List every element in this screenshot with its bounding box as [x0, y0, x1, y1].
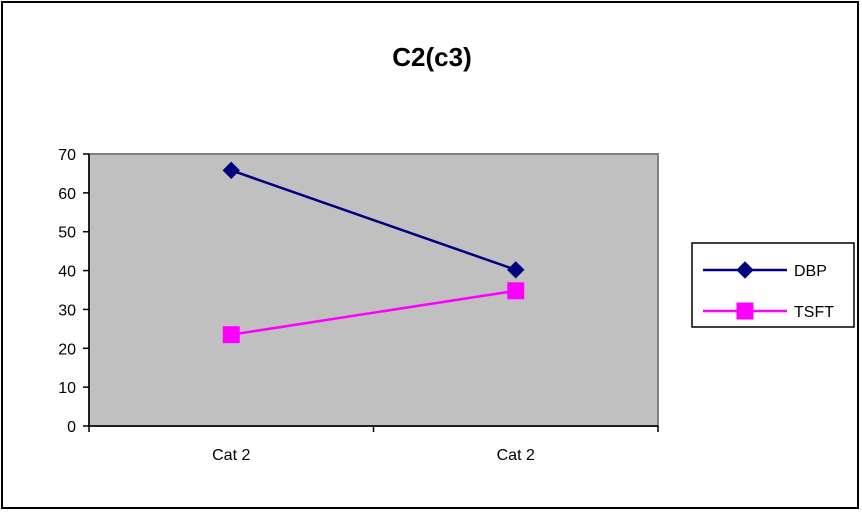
y-tick-label: 60 — [58, 186, 76, 203]
chart-title: C2(c3) — [392, 42, 471, 72]
legend: DBP TSFT — [691, 242, 855, 328]
data-point-tsft — [222, 326, 240, 344]
y-tick-label: 30 — [58, 302, 76, 319]
data-point-dbp — [222, 161, 240, 180]
series-dbp — [222, 161, 525, 279]
y-tick-label: 40 — [58, 264, 76, 281]
y-tick-label: 0 — [67, 419, 76, 436]
y-tick-label: 10 — [58, 380, 76, 397]
y-axis: 0 10 20 30 40 50 60 70 — [58, 147, 90, 436]
legend-item-tsft: TSFT — [703, 302, 834, 321]
legend-label: DBP — [794, 263, 827, 280]
y-tick-label: 50 — [58, 225, 76, 242]
legend-marker — [736, 261, 754, 279]
data-point-tsft — [507, 282, 525, 300]
x-tick-label: Cat 2 — [212, 447, 250, 464]
legend-item-dbp: DBP — [703, 261, 827, 280]
x-axis: Cat 2 Cat 2 — [88, 425, 659, 464]
series-line-dbp — [230, 169, 517, 271]
x-tick-label: Cat 2 — [497, 447, 535, 464]
y-tick-label: 70 — [58, 147, 76, 164]
series-tsft — [222, 282, 525, 344]
series-line-tsft — [231, 289, 516, 336]
data-point-dbp — [507, 261, 525, 279]
plot-area — [88, 153, 659, 427]
y-tick-label: 20 — [58, 341, 76, 358]
legend-marker — [736, 302, 754, 320]
legend-box — [691, 242, 855, 328]
legend-label: TSFT — [794, 304, 834, 321]
series-layer — [222, 161, 525, 344]
